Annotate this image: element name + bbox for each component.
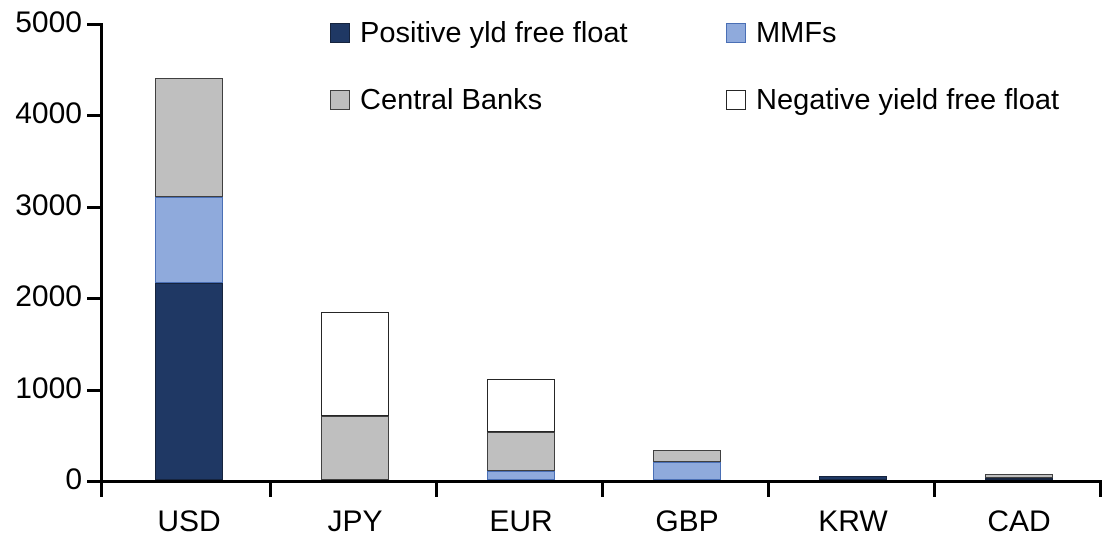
- y-axis-tick: [87, 480, 100, 483]
- y-axis-tick-label: 0: [65, 463, 82, 496]
- bar-segment-usd-positive-yld-free-float: [155, 283, 223, 480]
- x-axis-tick: [1099, 483, 1102, 497]
- x-axis-tick: [933, 483, 936, 497]
- x-axis-line: [100, 480, 1102, 483]
- bar-segment-usd-central-banks: [155, 78, 223, 197]
- legend-swatch-central-banks: [330, 90, 350, 110]
- legend-label: Central Banks: [360, 84, 543, 116]
- y-axis-tick-label: 1000: [15, 372, 82, 405]
- bar-segment-jpy-negative-yield-free-float: [321, 312, 389, 416]
- y-axis-tick: [87, 297, 100, 300]
- legend-swatch-positive-yld-free-float: [330, 23, 350, 43]
- legend-item-positive-yld-free-float: Positive yld free float: [330, 16, 628, 50]
- bar-segment-jpy-central-banks: [321, 416, 389, 480]
- x-axis-tick: [601, 483, 604, 497]
- y-axis-line: [100, 23, 103, 497]
- bar-segment-cad-positive-yld-free-float: [985, 478, 1053, 480]
- legend-swatch-negative-yield-free-float: [726, 90, 746, 110]
- bar-segment-gbp-central-banks: [653, 450, 721, 462]
- bar-segment-eur-negative-yield-free-float: [487, 379, 555, 432]
- bar-segment-cad-central-banks: [985, 474, 1053, 478]
- category-label-usd: USD: [157, 505, 221, 538]
- legend-swatch-mmfs: [726, 23, 746, 43]
- bar-segment-eur-mmfs: [487, 471, 555, 480]
- legend-item-central-banks: Central Banks: [330, 83, 542, 117]
- y-axis-tick: [87, 389, 100, 392]
- bar-segment-usd-mmfs: [155, 197, 223, 283]
- category-label-gbp: GBP: [655, 505, 719, 538]
- y-axis-tick: [87, 23, 100, 26]
- category-label-krw: KRW: [818, 505, 888, 538]
- y-axis-tick-label: 2000: [15, 280, 82, 313]
- y-axis-tick: [87, 206, 100, 209]
- y-axis-tick-label: 5000: [15, 6, 82, 39]
- legend-label: MMFs: [756, 17, 837, 49]
- legend-label: Negative yield free float: [756, 84, 1060, 116]
- bar-segment-eur-central-banks: [487, 432, 555, 471]
- category-label-jpy: JPY: [327, 505, 383, 538]
- category-label-cad: CAD: [987, 505, 1051, 538]
- y-axis-tick-label: 3000: [15, 189, 82, 222]
- legend-label: Positive yld free float: [360, 17, 628, 49]
- category-label-eur: EUR: [489, 505, 553, 538]
- bar-segment-krw-positive-yld-free-float: [819, 476, 887, 480]
- legend-item-negative-yield-free-float: Negative yield free float: [726, 83, 1059, 117]
- x-axis-tick: [435, 483, 438, 497]
- x-axis-tick: [269, 483, 272, 497]
- y-axis-tick: [87, 114, 100, 117]
- legend-item-mmfs: MMFs: [726, 16, 837, 50]
- bar-segment-gbp-mmfs: [653, 462, 721, 480]
- x-axis-tick: [767, 483, 770, 497]
- y-axis-tick-label: 4000: [15, 97, 82, 130]
